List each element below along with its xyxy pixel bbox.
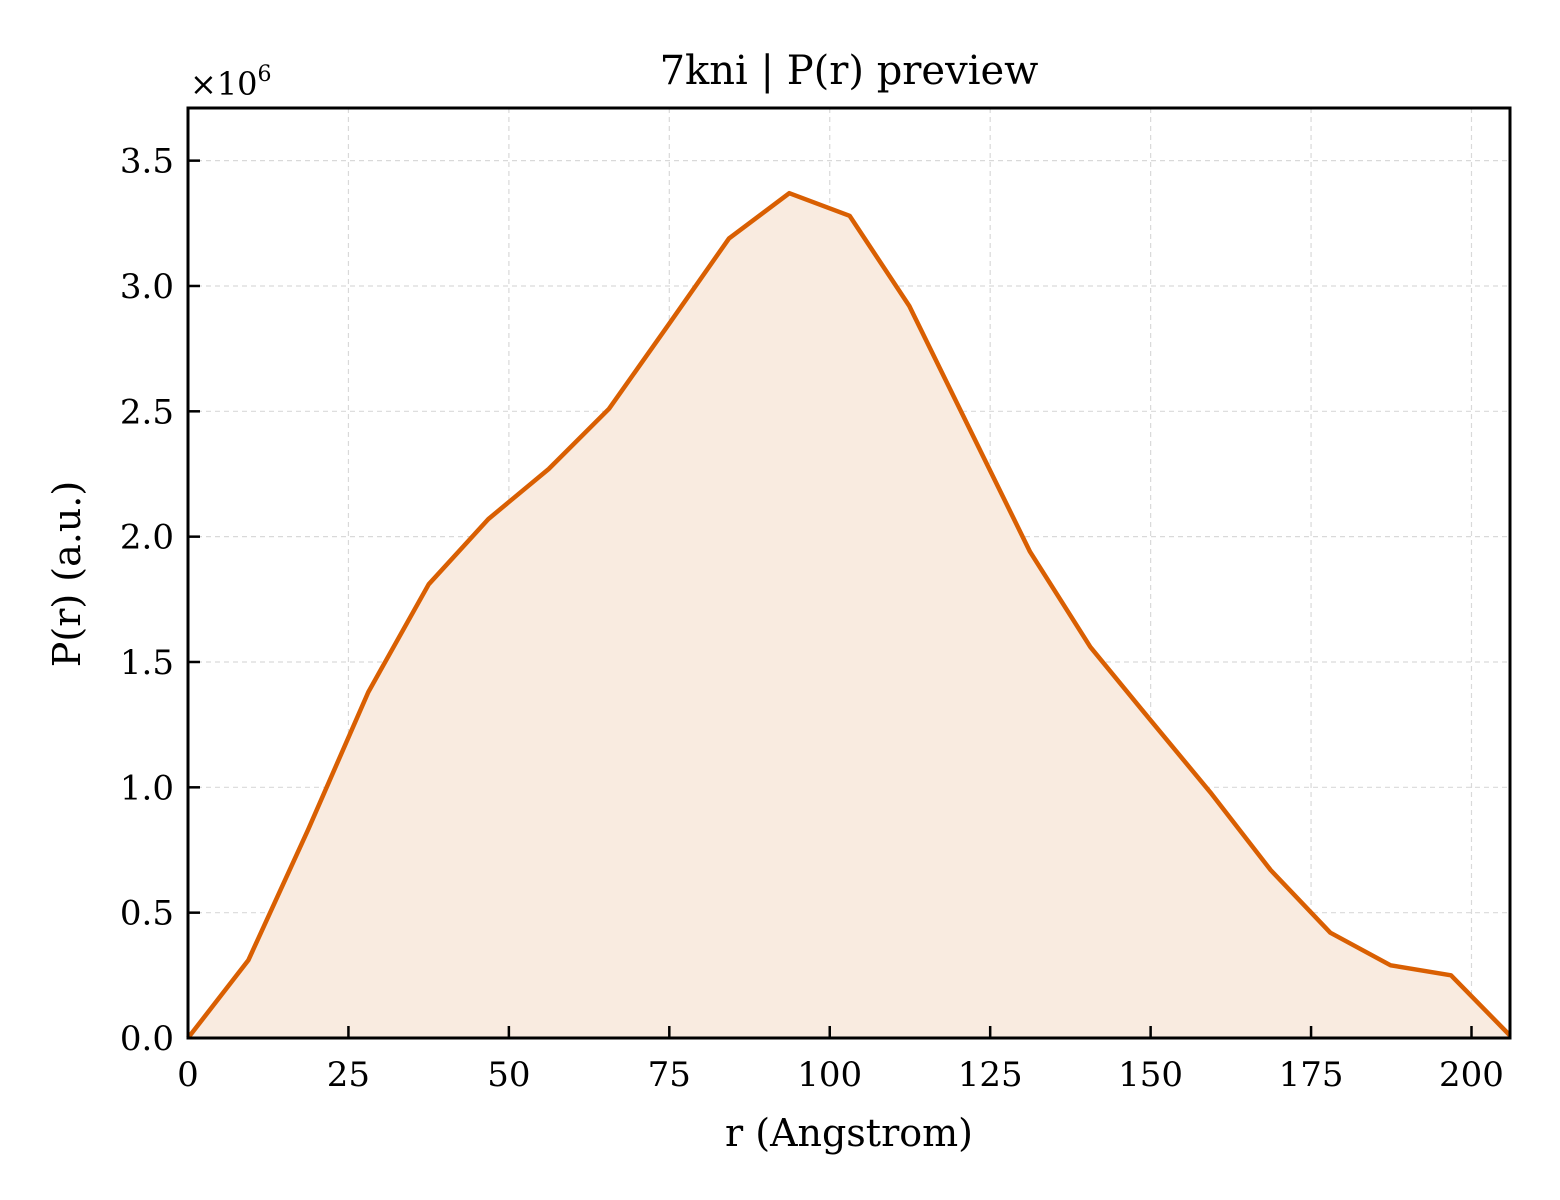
- y-tick-label: 2.0: [120, 518, 174, 558]
- y-tick-label: 1.5: [120, 643, 174, 683]
- y-multiplier: ×106: [190, 62, 272, 103]
- x-tick-label: 125: [958, 1055, 1023, 1095]
- x-tick-label: 175: [1279, 1055, 1344, 1095]
- y-tick-label: 0.0: [120, 1019, 174, 1059]
- x-tick-label: 200: [1439, 1055, 1504, 1095]
- x-axis-label: r (Angstrom): [725, 1111, 973, 1155]
- y-axis-label: P(r) (a.u.): [45, 481, 89, 667]
- y-tick-label: 3.0: [120, 267, 174, 307]
- axis-ticks: [186, 159, 1473, 1040]
- x-tick-label: 0: [177, 1055, 199, 1095]
- pr-curve-line: [186, 190, 1512, 1040]
- x-tick-label: 50: [487, 1055, 530, 1095]
- x-tick-label: 100: [797, 1055, 862, 1095]
- y-tick-label: 1.0: [120, 768, 174, 808]
- x-tick-label: 75: [648, 1055, 691, 1095]
- plot-frame: [186, 106, 1512, 1040]
- tick-labels: 0 25 50 75 100 125 150 175 200 0.0 0.5 1.0 1.5 2.0 2.5…: [120, 142, 1504, 1095]
- y-tick-label: 0.5: [120, 894, 174, 934]
- chart-title: 7kni | P(r) preview: [660, 48, 1039, 94]
- pr-area-fill: [188, 193, 1510, 1038]
- y-tick-label: 2.5: [120, 392, 174, 432]
- x-tick-label: 150: [1118, 1055, 1183, 1095]
- y-multiplier-exponent: 6: [258, 62, 272, 87]
- y-tick-label: 3.5: [120, 142, 174, 182]
- x-tick-label: 25: [327, 1055, 370, 1095]
